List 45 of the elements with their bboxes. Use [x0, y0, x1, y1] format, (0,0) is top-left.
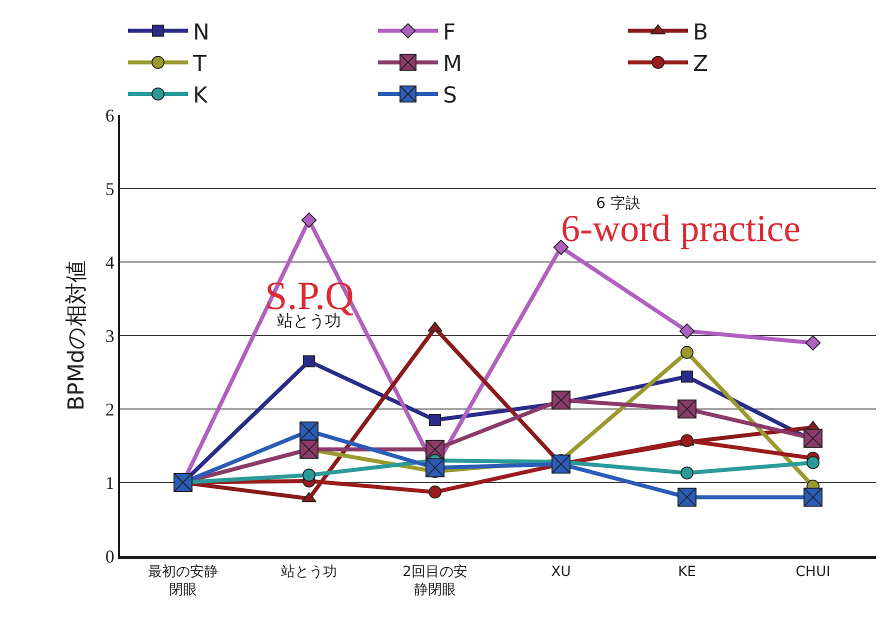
point: [806, 456, 820, 470]
x-tick-label: 最初の安静閉眼: [148, 564, 218, 598]
x-tick-label: KE: [678, 564, 696, 580]
point: [301, 212, 317, 228]
legend-label: F: [443, 20, 456, 46]
x-tick-label: XU: [551, 564, 571, 580]
y-tick-label: 0: [105, 546, 114, 566]
point: [552, 390, 570, 410]
point: [428, 322, 442, 332]
legend-label: K: [193, 84, 208, 109]
point: [804, 488, 822, 507]
y-axis-title: BPMdの相対値: [64, 260, 90, 411]
y-tick-label: 6: [105, 105, 114, 126]
x-tick-label: 2回目の安静閉眼: [402, 564, 468, 598]
point: [300, 440, 318, 459]
point: [428, 486, 442, 499]
legend-label: B: [693, 20, 708, 46]
annotation: 6 字訣: [596, 194, 640, 212]
legend-label: M: [443, 52, 462, 77]
y-tick-label: 1: [105, 472, 114, 493]
point: [303, 355, 315, 368]
point: [300, 422, 318, 441]
y-tick-label: 4: [105, 252, 114, 272]
point: [678, 488, 696, 507]
point: [678, 400, 696, 418]
legend-label: T: [192, 52, 207, 77]
legend-label: Z: [693, 52, 708, 77]
legend-label: N: [193, 20, 210, 46]
point: [680, 346, 694, 359]
point: [302, 468, 316, 482]
point: [429, 414, 441, 426]
y-tick-label: 3: [105, 326, 114, 346]
point: [680, 466, 694, 480]
point: [681, 370, 693, 383]
point: [679, 323, 695, 339]
point: [302, 492, 316, 502]
x-tick-label: CHUI: [796, 564, 830, 580]
point: [804, 428, 822, 448]
point: [553, 240, 569, 255]
point: [805, 335, 821, 350]
y-tick-label: 2: [105, 399, 114, 420]
legend-label: S: [443, 84, 457, 109]
point: [552, 454, 570, 474]
x-tick-label: 站とう功: [281, 564, 337, 580]
y-tick-label: 5: [105, 178, 114, 199]
